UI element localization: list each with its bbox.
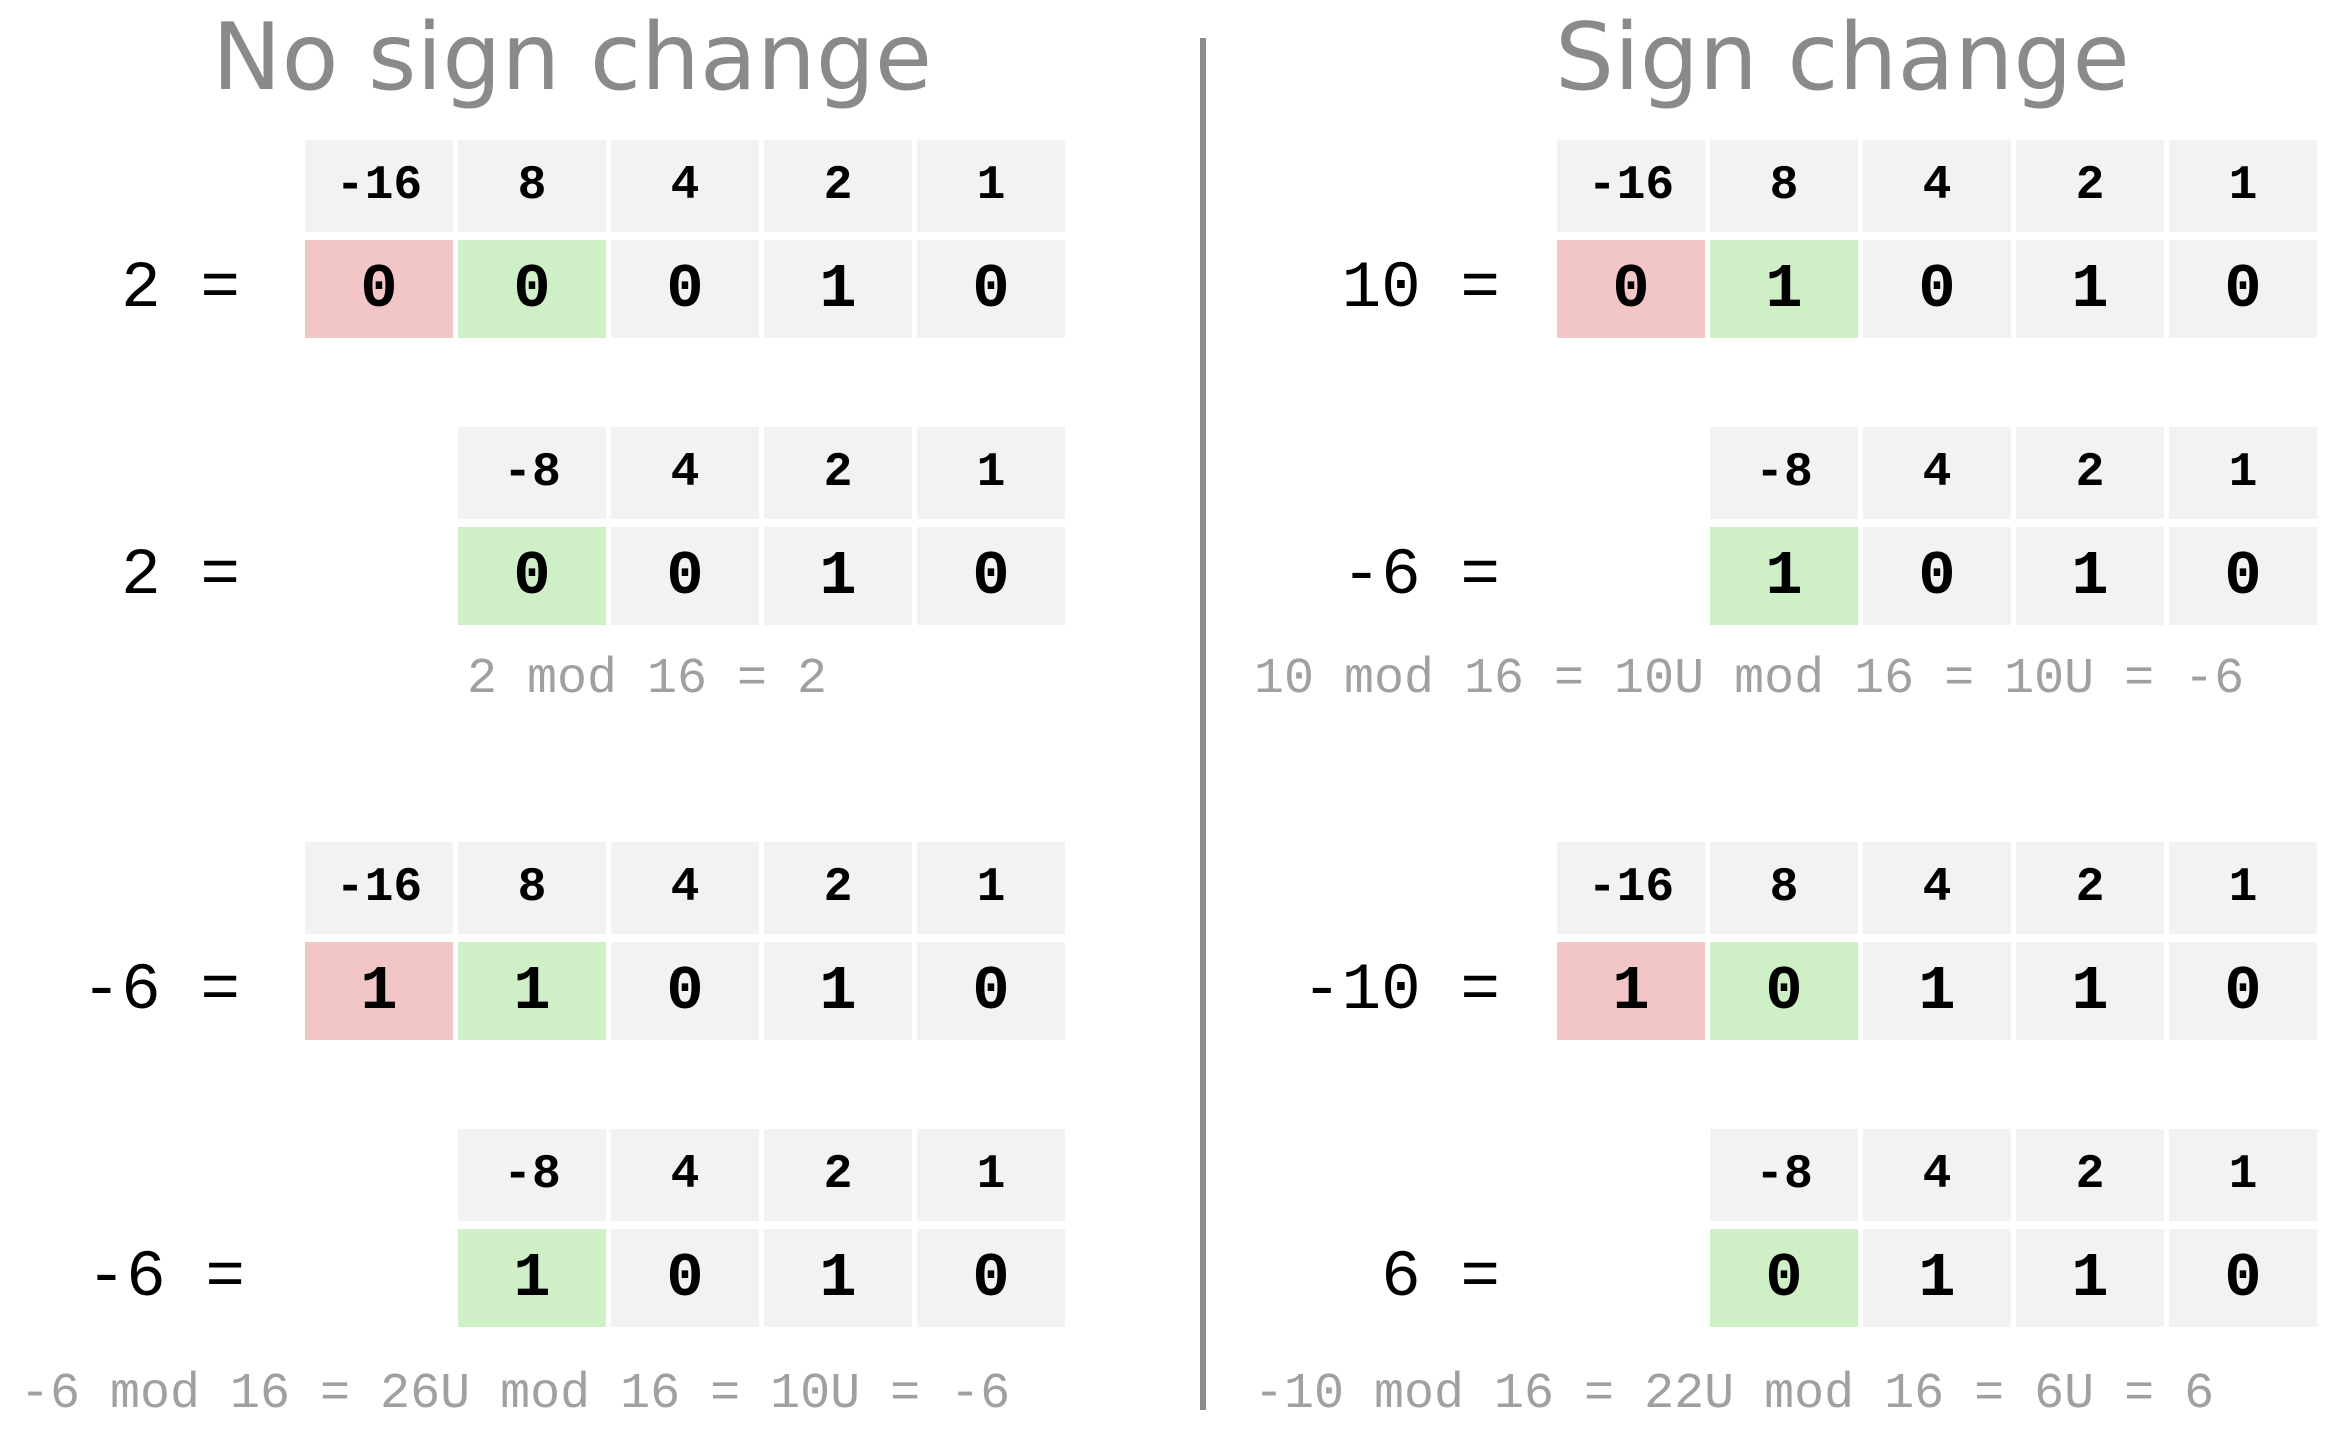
weight-cell: 8 [458, 842, 606, 934]
weight-cell: 8 [458, 140, 606, 232]
weight-cell: -8 [458, 427, 606, 519]
bit-cell: 1 [2016, 240, 2164, 338]
weight-cell: 4 [1863, 1129, 2011, 1221]
bit-cell: 0 [2169, 942, 2317, 1040]
lhs-value: -6 = [1341, 538, 1500, 613]
sign-bit-cell: 0 [1710, 1229, 1858, 1327]
bit-cell: 0 [611, 527, 759, 625]
weight-cell: 8 [1710, 140, 1858, 232]
lhs-value: -6 = [86, 1240, 245, 1315]
bit-cell: 0 [2169, 1229, 2317, 1327]
weight-cell: 2 [764, 427, 912, 519]
mod-note: -6 mod 16 = 26U mod 16 = 10U = -6 [20, 1366, 1011, 1423]
bit-cell: 0 [1863, 240, 2011, 338]
lhs-value: -10 = [1301, 953, 1500, 1028]
weight-cell: 1 [917, 140, 1065, 232]
bit-cell: 1 [1863, 1229, 2011, 1327]
sign-bit-cell: 0 [305, 240, 453, 338]
weight-cell: 1 [2169, 1129, 2317, 1221]
bit-cell: 0 [1863, 527, 2011, 625]
bit-cell: 0 [2169, 527, 2317, 625]
lhs-value: 2 = [121, 538, 240, 613]
lhs-value: 10 = [1341, 251, 1500, 326]
weight-cell: 1 [2169, 140, 2317, 232]
lhs-value: 2 = [121, 251, 240, 326]
bit-cell: 0 [917, 942, 1065, 1040]
bit-cell: 0 [917, 240, 1065, 338]
panel-no-sign-change: No sign change -16 8 4 2 1 0 0 0 1 0 -8 … [20, 3, 1065, 1423]
sign-bit-cell: 1 [1557, 942, 1705, 1040]
upper-bit-cell: 1 [458, 942, 606, 1040]
weight-cell: 2 [764, 140, 912, 232]
weight-cell: 2 [2016, 140, 2164, 232]
bit-cell: 1 [764, 240, 912, 338]
mod-note: 2 mod 16 = 2 [467, 651, 828, 708]
weight-cell: 4 [611, 1129, 759, 1221]
upper-bit-cell: 0 [458, 240, 606, 338]
weight-cell: -16 [305, 842, 453, 934]
weight-cell: 2 [2016, 842, 2164, 934]
bit-cell: 1 [2016, 942, 2164, 1040]
weight-cell: 8 [1710, 842, 1858, 934]
weight-cell: 2 [2016, 1129, 2164, 1221]
panel-title: Sign change [1555, 3, 2130, 111]
sign-bit-cell: 1 [305, 942, 453, 1040]
weight-cell: -8 [458, 1129, 606, 1221]
weight-cell: 4 [1863, 842, 2011, 934]
weight-cell: -16 [305, 140, 453, 232]
weight-cell: 4 [1863, 140, 2011, 232]
bit-cell: 1 [2016, 1229, 2164, 1327]
weight-cell: 2 [764, 1129, 912, 1221]
bit-cell: 1 [764, 527, 912, 625]
weight-cell: 4 [611, 842, 759, 934]
mod-note: 10 mod 16 = 10U mod 16 = 10U = -6 [1254, 651, 2245, 708]
bit-cell: 1 [764, 942, 912, 1040]
panel-title: No sign change [212, 3, 933, 111]
bit-cell: 0 [917, 1229, 1065, 1327]
bit-cell: 0 [917, 527, 1065, 625]
bit-cell: 0 [2169, 240, 2317, 338]
weight-cell: 4 [1863, 427, 2011, 519]
bit-cell: 1 [2016, 527, 2164, 625]
upper-bit-cell: 0 [1710, 942, 1858, 1040]
weight-cell: 2 [764, 842, 912, 934]
sign-bit-cell: 0 [1557, 240, 1705, 338]
weight-cell: -8 [1710, 427, 1858, 519]
weight-cell: 1 [2169, 842, 2317, 934]
upper-bit-cell: 1 [1710, 240, 1858, 338]
panel-sign-change: Sign change -16 8 4 2 1 0 1 0 1 0 -8 4 2… [1210, 0, 2330, 1433]
weight-cell: 4 [611, 427, 759, 519]
panel-divider [1200, 38, 1206, 1410]
bit-cell: 0 [611, 942, 759, 1040]
sign-bit-cell: 0 [458, 527, 606, 625]
weight-cell: 1 [917, 1129, 1065, 1221]
weight-cell: 1 [2169, 427, 2317, 519]
weight-cell: 1 [917, 842, 1065, 934]
weight-cell: -16 [1557, 842, 1705, 934]
sign-bit-cell: 1 [1710, 527, 1858, 625]
sign-bit-cell: 1 [458, 1229, 606, 1327]
weight-cell: -8 [1710, 1129, 1858, 1221]
weight-cell: 4 [611, 140, 759, 232]
bit-cell: 1 [764, 1229, 912, 1327]
bit-cell: 1 [1863, 942, 2011, 1040]
bit-cell: 0 [611, 1229, 759, 1327]
bit-cell: 0 [611, 240, 759, 338]
mod-note: -10 mod 16 = 22U mod 16 = 6U = 6 [1254, 1366, 2215, 1423]
lhs-value: -6 = [81, 953, 240, 1028]
lhs-value: 6 = [1381, 1240, 1500, 1315]
weight-cell: 2 [2016, 427, 2164, 519]
weight-cell: 1 [917, 427, 1065, 519]
weight-cell: -16 [1557, 140, 1705, 232]
